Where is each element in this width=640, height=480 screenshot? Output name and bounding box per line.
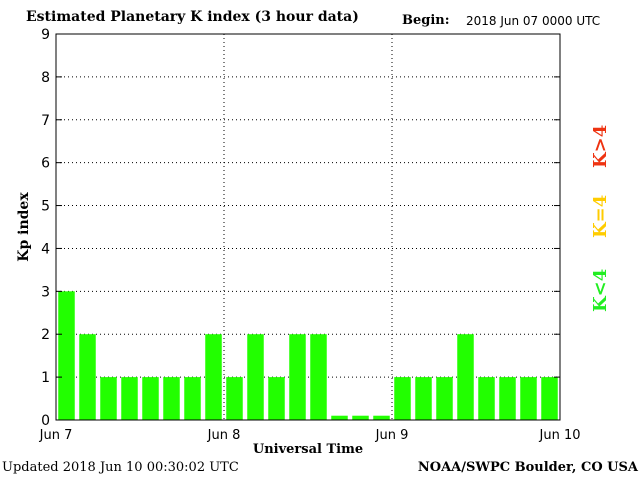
y-tick-label: 5 [41,199,50,215]
bar [352,415,369,420]
x-tick-label: Jun 9 [375,428,409,443]
bar [205,334,222,420]
legend-k-above-4: K>4 [590,124,611,168]
bar [100,377,117,420]
legend-k-equal-4: K=4 [590,194,611,238]
plot-frame [55,33,561,421]
updated-timestamp: Updated 2018 Jun 10 00:30:02 UTC [2,460,239,475]
y-tick-label: 2 [41,327,50,343]
chart-title: Estimated Planetary K index (3 hour data… [26,9,359,25]
bar [457,334,474,420]
y-tick-label: 7 [41,113,50,129]
y-tick-label: 6 [41,156,50,172]
y-tick-label: 1 [41,370,50,386]
begin-label: Begin: [402,13,450,28]
y-tick-label: 3 [41,284,50,300]
bar [142,377,159,420]
bar [478,377,495,420]
y-tick-label: 8 [41,70,50,86]
bar [79,334,96,420]
bar [373,415,390,420]
footer-credit: NOAA/SWPC Boulder, CO USA [417,460,638,475]
bar [541,377,558,420]
bar [436,377,453,420]
bar [58,291,75,420]
bar [247,334,264,420]
x-tick-label: Jun 7 [39,428,73,443]
x-tick-label: Jun 10 [539,428,581,443]
bar [289,334,306,420]
bar [415,377,432,420]
bar [226,377,243,420]
legend-k-below-4: K<4 [590,268,611,312]
bar [499,377,516,420]
y-tick-label: 4 [41,241,50,257]
y-axis-label: Kp index [16,192,32,262]
bar [520,377,537,420]
bar [121,377,138,420]
bar [394,377,411,420]
bar [331,415,348,420]
bar [268,377,285,420]
bar [184,377,201,420]
y-tick-label: 0 [41,413,50,429]
y-tick-label: 9 [41,27,50,43]
x-axis-label: Universal Time [253,442,363,457]
bar [310,334,327,420]
x-tick-label: Jun 8 [207,428,241,443]
begin-value: 2018 Jun 07 0000 UTC [466,14,601,28]
bar [163,377,180,420]
